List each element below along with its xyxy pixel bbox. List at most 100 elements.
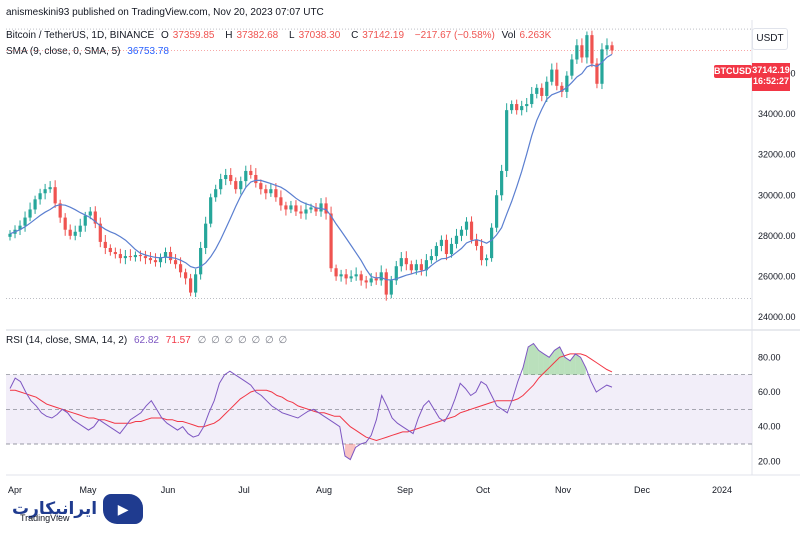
rsi-oversold-fill [345,444,351,460]
candle-body [73,231,77,236]
candle-body [48,187,52,190]
rsi-placeholders: ∅ ∅ ∅ ∅ ∅ ∅ ∅ [197,335,289,346]
candle-body [299,211,303,214]
candle-body [324,203,328,214]
candle-body [153,260,158,263]
candle-body [434,245,439,257]
candle-body [214,189,218,198]
price-legend: Bitcoin / TetherUS, 1D, BINANCE O 37359.8… [6,30,559,41]
candle-body [78,225,82,232]
rsi-overbought-fill [559,346,565,375]
candle-body [404,258,408,265]
candle-body [525,104,529,107]
candle-body [344,274,348,279]
candle-body [168,252,173,261]
candle-body [474,239,479,246]
candle-body [118,254,122,259]
candle-body [83,215,87,226]
candle-body [595,63,599,84]
candle-body [259,183,263,190]
sma-label: SMA (9, close, 0, SMA, 5) [6,46,121,57]
candle-body [484,258,489,261]
price-tick-label: 30000.00 [758,190,796,200]
tradingview-watermark: TradingView [20,513,70,523]
candle-body [520,106,524,111]
candle-body [359,274,363,281]
price-tick-label: 24000.00 [758,312,796,322]
candle-body [128,256,132,258]
candle-body [545,81,549,96]
candle-body [540,87,544,96]
ohlc-high: H 37382.68 [225,30,279,41]
symbol-line[interactable]: Bitcoin / TetherUS, 1D, BINANCE [6,30,155,41]
candle-body [229,175,233,182]
rsi-overbought-fill [564,357,571,375]
time-tick-label: Oct [476,485,491,495]
candle-body [58,203,62,218]
candle-body [479,245,484,261]
candle-body [505,110,509,171]
rsi-overbought-fill [570,353,576,375]
price-tick-label: 32000.00 [758,150,796,160]
candle-body [249,170,253,175]
candle-body [464,221,469,230]
publish-attribution: anismeskini93 published on TradingView.c… [6,7,324,18]
candle-body [565,75,569,92]
candle-body [459,229,464,236]
rsi-tick-label: 20.00 [758,456,781,466]
ticker-badge: BTCUSDT [714,65,757,78]
candle-body [163,252,168,258]
countdown: 16:52:27 [752,76,790,86]
candle-body [590,35,594,64]
rsi-value: 62.82 [133,335,159,346]
price-change: −217.67 (−0.58%) [414,30,495,41]
last-price: 37142.19 [752,65,790,75]
candle-body [33,199,37,210]
candle-body [68,229,72,236]
candle-body [178,264,183,273]
candle-body [610,45,614,51]
last-price-tag: 37142.19 16:52:27 [752,63,790,91]
candle-body [194,274,198,293]
sma-line [9,53,613,281]
candle-body [379,272,383,281]
candle-body [143,256,148,259]
rsi-tick-label: 40.00 [758,422,781,432]
candle-body [304,209,308,214]
candle-body [239,181,243,190]
candle-body [173,260,178,265]
candle-body [269,189,273,194]
sma-legend[interactable]: SMA (9, close, 0, SMA, 5) 36753.78 [6,46,173,57]
candle-body [399,258,403,267]
candle-body [334,268,338,277]
price-tick-label: 28000.00 [758,231,796,241]
rsi-tick-label: 80.00 [758,352,781,362]
candle-body [429,256,433,261]
time-tick-label: Dec [634,485,651,495]
candle-body [354,274,358,277]
rsi-ma-value: 71.57 [165,335,191,346]
candle-body [23,217,27,226]
candle-body [329,213,333,269]
price-tick-label: 34000.00 [758,109,796,119]
candle-body [369,278,373,283]
candle-body [605,45,609,50]
candle-body [88,211,92,216]
candle-body [98,223,102,242]
candle-body [158,257,163,263]
candle-body [199,247,203,275]
candle-body [224,175,228,180]
candle-body [439,239,444,246]
candle-body [444,239,449,255]
candle-body [43,189,47,194]
sma-value: 36753.78 [127,46,169,57]
rsi-legend[interactable]: RSI (14, close, SMA, 14, 2) 62.82 71.57 … [6,335,292,346]
ohlc-low: L 37038.30 [289,30,341,41]
candle-body [138,255,143,257]
time-tick-label: May [79,485,97,495]
candle-body [289,205,293,210]
candle-body [108,247,112,253]
time-tick-label: 2024 [712,485,732,495]
candle-body [339,274,343,277]
